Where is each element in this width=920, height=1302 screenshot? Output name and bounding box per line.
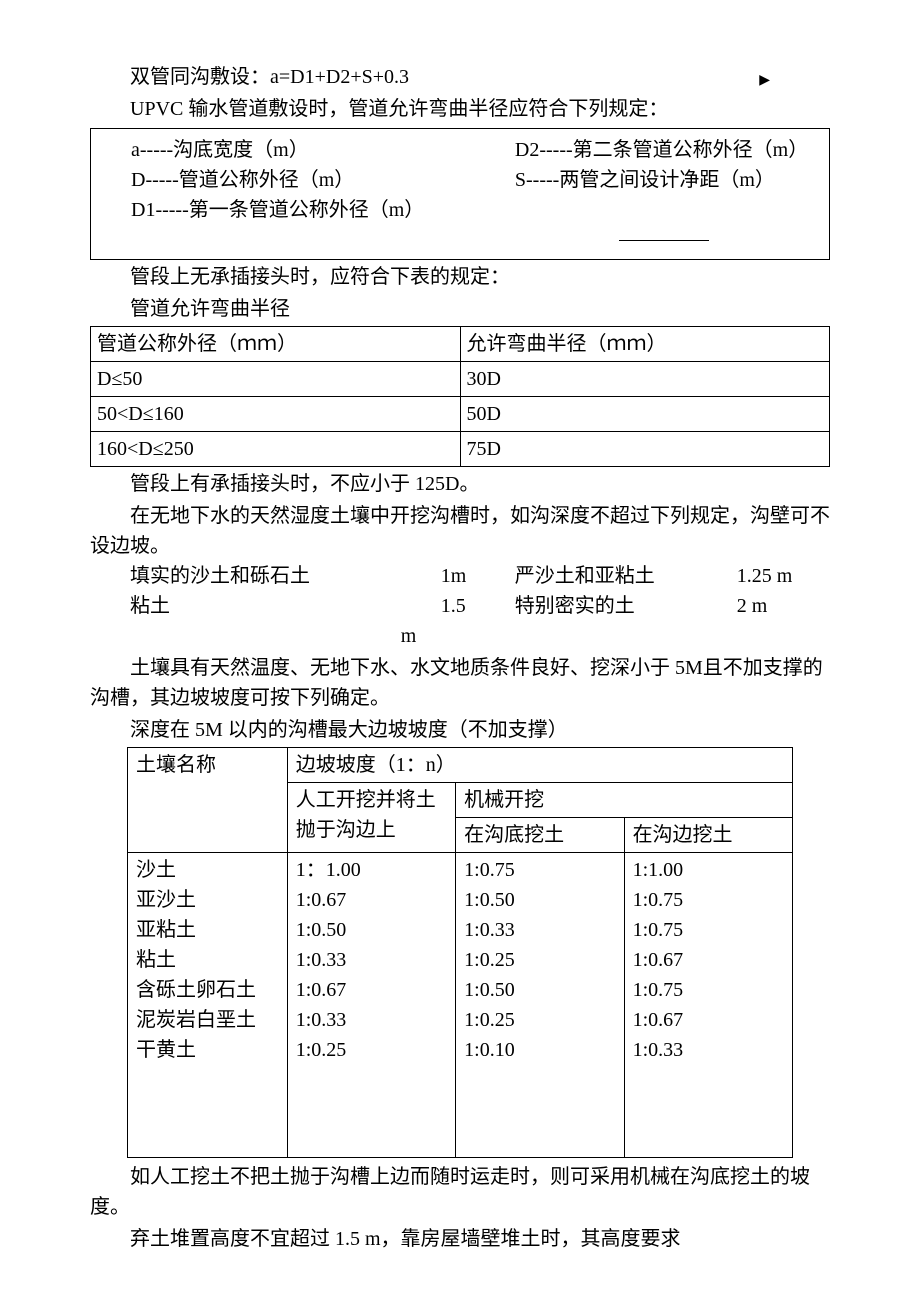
- list-item: 1:0.67: [633, 1005, 784, 1035]
- list-item: 1:0.33: [633, 1035, 784, 1065]
- list-item: 1:0.67: [296, 975, 447, 1005]
- list-item: 1:1.00: [633, 855, 784, 885]
- list-item: 1:0.50: [464, 975, 615, 1005]
- soil-val: 2 m: [697, 591, 830, 651]
- def-a: a-----沟底宽度（m）: [131, 135, 515, 165]
- list-item: 1:0.25: [464, 1005, 615, 1035]
- list-item: 1:0.10: [464, 1035, 615, 1065]
- bend-posttext: 管段上有承插接头时，不应小于 125D。: [90, 469, 830, 499]
- bend-cell: 50D: [460, 397, 830, 432]
- slope-machine-side-cell: 1:1.001:0.751:0.751:0.671:0.751:0.671:0.…: [624, 853, 792, 1158]
- def-d1: D1-----第一条管道公称外径（m）: [131, 195, 515, 225]
- list-item: 1:0.50: [296, 915, 447, 945]
- list-item: 亚沙土: [136, 885, 279, 915]
- trench-p1: 在无地下水的天然湿度土壤中开挖沟槽时，如沟深度不超过下列规定，沟壁可不设边坡。: [90, 501, 830, 561]
- slope-header-machine-bottom: 在沟底挖土: [456, 818, 624, 853]
- soil-val: 1m: [401, 561, 475, 591]
- table-row: 土壤名称 边坡坡度（1：n）: [128, 748, 793, 783]
- table-row: 50<D≤160 50D: [91, 397, 830, 432]
- footer-p2: 弃土堆置高度不宜超过 1.5 m，靠房屋墙壁堆土时，其高度要求: [90, 1224, 830, 1254]
- list-item: 1:0.33: [296, 945, 447, 975]
- list-item: 1:0.50: [464, 885, 615, 915]
- soil-depth-row-1: 粘土 1.5 m 特别密实的土 2 m: [90, 591, 830, 651]
- soil-type: 填实的沙土和砾石土: [90, 561, 401, 591]
- list-item: 沙土: [136, 855, 279, 885]
- soil-type: 粘土: [90, 591, 401, 651]
- bend-pretext: 管段上无承插接头时，应符合下表的规定：: [90, 262, 830, 292]
- intro-line-2: UPVC 输水管道敷设时，管道允许弯曲半径应符合下列规定：: [90, 94, 830, 124]
- slope-header-machine-side: 在沟边挖土: [624, 818, 792, 853]
- slope-header-label: 边坡坡度（1：n）: [287, 748, 792, 783]
- soil-val: 1.5 m: [401, 591, 475, 651]
- bend-col0: 管道公称外径（ｍｍ）: [91, 327, 461, 362]
- bend-cell: 30D: [460, 362, 830, 397]
- list-item: 1:0.25: [464, 945, 615, 975]
- list-item: 1:0.25: [296, 1035, 447, 1065]
- footer-p1: 如人工挖土不把土抛于沟槽上边而随时运走时，则可采用机械在沟底挖土的坡度。: [90, 1162, 830, 1222]
- list-item: 亚粘土: [136, 915, 279, 945]
- soil-depth-row-0: 填实的沙土和砾石土 1m 严沙土和亚粘土 1.25 m: [90, 561, 830, 591]
- bend-cell: D≤50: [91, 362, 461, 397]
- list-item: 干黄土: [136, 1035, 279, 1065]
- bend-radius-table: 管道公称外径（ｍｍ） 允许弯曲半径（ｍｍ） D≤50 30D 50<D≤160 …: [90, 326, 830, 467]
- list-item: 泥炭岩白垩土: [136, 1005, 279, 1035]
- list-item: 粘土: [136, 945, 279, 975]
- intro-line-1: 双管同沟敷设：a=D1+D2+S+0.3: [90, 62, 830, 92]
- table-row: 沙土亚沙土亚粘土粘土含砾土卵石土泥炭岩白垩土干黄土 1：1.001:0.671:…: [128, 853, 793, 1158]
- slope-manual-cell: 1：1.001:0.671:0.501:0.331:0.671:0.331:0.…: [287, 853, 455, 1158]
- slope-header-machine: 机械开挖: [456, 783, 793, 818]
- list-item: 1:0.67: [296, 885, 447, 915]
- list-item: 1:0.75: [633, 975, 784, 1005]
- list-item: 1:0.75: [633, 915, 784, 945]
- list-item: 1:0.75: [633, 885, 784, 915]
- soil-type: 特别密实的土: [475, 591, 697, 651]
- list-item: 1:0.33: [464, 915, 615, 945]
- slope-names-cell: 沙土亚沙土亚粘土粘土含砾土卵石土泥炭岩白垩土干黄土: [128, 853, 288, 1158]
- list-item: 含砾土卵石土: [136, 975, 279, 1005]
- definitions-box: a-----沟底宽度（m） D2-----第二条管道公称外径（m） D-----…: [90, 128, 830, 260]
- bend-col1: 允许弯曲半径（ｍｍ）: [460, 327, 830, 362]
- list-item: 1:0.75: [464, 855, 615, 885]
- def-d2: D2-----第二条管道公称外径（m）: [515, 135, 829, 165]
- slope-machine-bottom-cell: 1:0.751:0.501:0.331:0.251:0.501:0.251:0.…: [456, 853, 624, 1158]
- table-row: D≤50 30D: [91, 362, 830, 397]
- bend-cell: 160<D≤250: [91, 432, 461, 467]
- def-s: S-----两管之间设计净距（m）: [515, 165, 829, 195]
- cursor-mark: ▶: [759, 70, 770, 91]
- dash-line: [619, 240, 709, 241]
- bend-title: 管道允许弯曲半径: [90, 294, 830, 324]
- soil-val: 1.25 m: [697, 561, 830, 591]
- trench-p2: 土壤具有天然温度、无地下水、水文地质条件良好、挖深小于 5M且不加支撑的沟槽，其…: [90, 653, 830, 713]
- slope-header-manual: 人工开挖并将土抛于沟边上: [287, 783, 455, 853]
- soil-type: 严沙土和亚粘土: [475, 561, 697, 591]
- list-item: 1:0.33: [296, 1005, 447, 1035]
- bend-cell: 75D: [460, 432, 830, 467]
- def-d: D-----管道公称外径（m）: [131, 165, 515, 195]
- slope-table-title: 深度在 5M 以内的沟槽最大边坡坡度（不加支撑）: [90, 715, 830, 745]
- list-item: 1：1.00: [296, 855, 447, 885]
- bend-cell: 50<D≤160: [91, 397, 461, 432]
- list-item: 1:0.67: [633, 945, 784, 975]
- slope-header-name: 土壤名称: [128, 748, 288, 853]
- table-row: 管道公称外径（ｍｍ） 允许弯曲半径（ｍｍ）: [91, 327, 830, 362]
- slope-table: 土壤名称 边坡坡度（1：n） 人工开挖并将土抛于沟边上 机械开挖 在沟底挖土 在…: [127, 747, 793, 1158]
- table-row: 160<D≤250 75D: [91, 432, 830, 467]
